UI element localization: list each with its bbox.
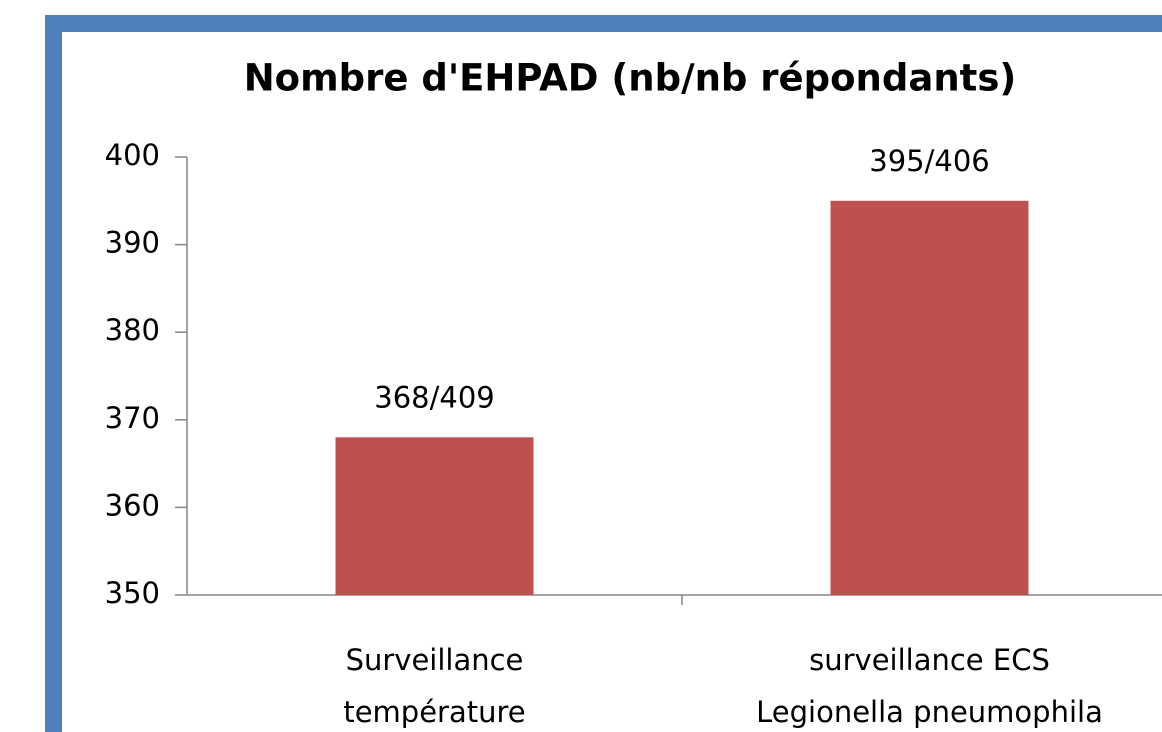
- x-tick-label: surveillance ECS Legionella pneumophila: [756, 643, 1103, 729]
- y-tick-label: 390: [105, 226, 160, 260]
- bar: [335, 437, 534, 595]
- frame: [45, 15, 1162, 732]
- y-tick-label: 400: [105, 138, 160, 172]
- y-tick-label: 370: [105, 401, 160, 435]
- chart-title: Nombre d'EHPAD (nb/nb répondants): [244, 57, 1017, 100]
- y-tick-label: 360: [105, 488, 160, 522]
- x-tick-label: Surveillance température: [343, 643, 526, 729]
- y-tick-label: 350: [105, 576, 160, 610]
- value-label: 395/406: [869, 144, 989, 178]
- y-tick-label: 380: [105, 313, 160, 347]
- value-label: 368/409: [374, 380, 494, 414]
- bar: [830, 200, 1029, 596]
